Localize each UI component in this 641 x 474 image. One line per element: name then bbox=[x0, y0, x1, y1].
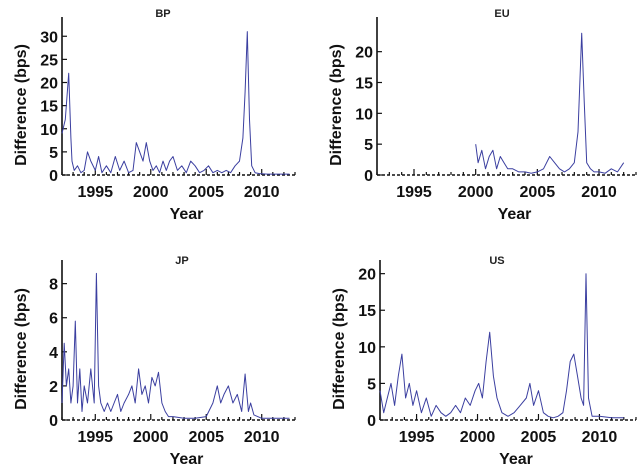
x-tick-label: 1995 bbox=[77, 184, 113, 201]
x-tick-label: 2000 bbox=[133, 429, 169, 446]
y-tick-label: 10 bbox=[355, 106, 373, 123]
x-tick-label: 2000 bbox=[133, 184, 169, 201]
y-tick-label: 10 bbox=[358, 340, 376, 357]
chart-title-eu: EU bbox=[494, 8, 509, 20]
y-tick-label: 20 bbox=[358, 267, 376, 284]
x-axis-label-us: Year bbox=[499, 451, 533, 468]
y-tick-label: 25 bbox=[40, 52, 58, 69]
x-tick-label: 2005 bbox=[188, 184, 224, 201]
series-line-us bbox=[379, 273, 624, 419]
x-axis-label-eu: Year bbox=[498, 206, 532, 223]
y-tick-label: 2 bbox=[49, 379, 58, 396]
y-tick-label: 15 bbox=[355, 76, 373, 93]
x-tick-label: 2010 bbox=[244, 184, 280, 201]
y-axis-label-us: Difference (bps) bbox=[331, 288, 348, 410]
y-tick-label: 0 bbox=[364, 168, 373, 185]
x-tick-label: 2000 bbox=[460, 429, 496, 446]
panel-jp: JP 0 2 4 6 8 1995 2000 2005 2010 Year Difference (b… bbox=[13, 255, 296, 468]
x-tick-label: 2005 bbox=[188, 429, 224, 446]
y-tick-label: 30 bbox=[40, 29, 58, 46]
chart-title-us: US bbox=[489, 255, 504, 267]
y-tick-label: 15 bbox=[40, 99, 58, 116]
y-axis-label-eu: Difference (bps) bbox=[328, 44, 345, 166]
panel-bp: BP 0 5 10 15 20 25 30 1995 2000 2005 2010 Year Differ… bbox=[13, 8, 296, 223]
y-tick-label: 10 bbox=[40, 122, 58, 139]
x-tick-label: 2005 bbox=[520, 184, 556, 201]
chart-title-bp: BP bbox=[155, 8, 170, 20]
y-tick-label: 4 bbox=[49, 345, 58, 362]
y-tick-label: 5 bbox=[364, 137, 373, 154]
x-axis-label-bp: Year bbox=[170, 206, 204, 223]
series-line-jp bbox=[61, 272, 290, 419]
x-tick-label: 2005 bbox=[521, 429, 557, 446]
panel-us: US 0 5 10 15 20 1995 2000 2005 2010 Year Difference… bbox=[331, 255, 637, 468]
y-axis-label-jp: Difference (bps) bbox=[13, 288, 30, 410]
y-tick-label: 15 bbox=[358, 303, 376, 320]
panel-eu: EU 0 5 10 15 20 1995 2000 2005 2010 Year Difference… bbox=[328, 8, 637, 223]
y-tick-label: 8 bbox=[49, 277, 58, 294]
x-tick-label: 2010 bbox=[244, 429, 280, 446]
y-axis-label-bp: Difference (bps) bbox=[13, 44, 30, 166]
y-tick-label: 0 bbox=[49, 413, 58, 430]
y-tick-label: 6 bbox=[49, 311, 58, 328]
y-tick-label: 20 bbox=[40, 76, 58, 93]
x-tick-label: 1995 bbox=[396, 184, 432, 201]
chart-title-jp: JP bbox=[175, 255, 188, 267]
x-tick-label: 2000 bbox=[458, 184, 494, 201]
y-tick-label: 0 bbox=[49, 168, 58, 185]
x-tick-label: 1995 bbox=[77, 429, 113, 446]
y-tick-label: 5 bbox=[367, 376, 376, 393]
y-tick-label: 5 bbox=[49, 145, 58, 162]
x-tick-label: 1995 bbox=[399, 429, 435, 446]
x-tick-label: 2010 bbox=[581, 184, 617, 201]
x-axis-label-jp: Year bbox=[170, 451, 204, 468]
y-tick-label: 0 bbox=[367, 413, 376, 430]
y-tick-label: 20 bbox=[355, 45, 373, 62]
x-tick-label: 2010 bbox=[582, 429, 618, 446]
series-line-eu bbox=[475, 32, 625, 174]
series-line-bp bbox=[61, 31, 290, 175]
